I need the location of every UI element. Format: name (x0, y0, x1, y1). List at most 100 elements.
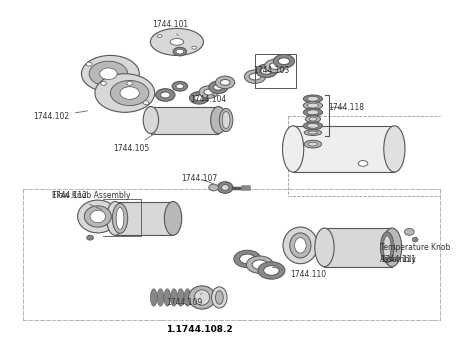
Ellipse shape (164, 202, 182, 235)
Ellipse shape (209, 81, 228, 93)
Ellipse shape (249, 73, 261, 80)
Ellipse shape (261, 68, 272, 74)
Ellipse shape (307, 110, 319, 115)
Ellipse shape (222, 111, 230, 129)
Ellipse shape (184, 289, 191, 306)
Ellipse shape (199, 86, 219, 98)
Ellipse shape (384, 126, 405, 172)
Ellipse shape (245, 70, 266, 83)
Ellipse shape (212, 287, 227, 308)
Ellipse shape (307, 96, 319, 101)
Ellipse shape (156, 89, 175, 101)
Ellipse shape (87, 235, 93, 240)
Ellipse shape (382, 228, 402, 267)
Text: 1.1744.108.2: 1.1744.108.2 (166, 325, 232, 334)
Ellipse shape (160, 92, 170, 98)
Ellipse shape (95, 74, 155, 112)
Ellipse shape (211, 106, 226, 134)
Ellipse shape (173, 47, 186, 56)
Ellipse shape (412, 237, 418, 242)
Ellipse shape (303, 122, 323, 130)
Text: Flow Knob Assembly: Flow Knob Assembly (52, 191, 130, 200)
Ellipse shape (170, 38, 184, 45)
Ellipse shape (86, 62, 92, 66)
Ellipse shape (213, 84, 223, 90)
Ellipse shape (303, 95, 323, 103)
Text: 1744.104: 1744.104 (191, 95, 227, 104)
Ellipse shape (308, 142, 318, 146)
Ellipse shape (189, 92, 209, 104)
Ellipse shape (120, 87, 140, 99)
Ellipse shape (110, 80, 149, 106)
Ellipse shape (218, 182, 233, 193)
Ellipse shape (177, 289, 184, 306)
Ellipse shape (209, 184, 219, 191)
Ellipse shape (258, 262, 285, 279)
Text: 1744.107: 1744.107 (181, 174, 217, 185)
Ellipse shape (234, 250, 261, 268)
Bar (115, 202, 173, 235)
Ellipse shape (283, 126, 304, 172)
Ellipse shape (252, 260, 267, 270)
Ellipse shape (303, 108, 323, 116)
Ellipse shape (89, 61, 128, 86)
Ellipse shape (304, 130, 322, 135)
Ellipse shape (106, 202, 124, 235)
Ellipse shape (116, 207, 124, 230)
Text: 1744.101: 1744.101 (152, 20, 188, 36)
Text: 1744.110: 1744.110 (272, 267, 326, 279)
Ellipse shape (192, 46, 197, 49)
Text: 1744.118: 1744.118 (329, 103, 365, 112)
Ellipse shape (307, 124, 319, 128)
Ellipse shape (305, 116, 320, 122)
Ellipse shape (315, 228, 334, 267)
Ellipse shape (143, 106, 159, 134)
Ellipse shape (157, 289, 164, 306)
Ellipse shape (84, 206, 111, 227)
Ellipse shape (172, 82, 187, 91)
Text: 1744.109: 1744.109 (166, 294, 203, 307)
Bar (151, 106, 219, 134)
Ellipse shape (380, 232, 394, 263)
Ellipse shape (78, 200, 118, 233)
Ellipse shape (143, 101, 149, 105)
Ellipse shape (239, 254, 255, 264)
Ellipse shape (221, 185, 229, 190)
Ellipse shape (112, 203, 128, 233)
Ellipse shape (294, 238, 306, 253)
Ellipse shape (215, 291, 223, 304)
Bar (325, 228, 392, 267)
Text: 1744.111: 1744.111 (380, 240, 416, 264)
Ellipse shape (290, 233, 311, 258)
Ellipse shape (308, 131, 318, 134)
Ellipse shape (304, 140, 322, 148)
Text: 1744.103: 1744.103 (253, 66, 290, 75)
Ellipse shape (157, 35, 162, 37)
Ellipse shape (194, 290, 210, 305)
Ellipse shape (383, 236, 391, 259)
Ellipse shape (265, 59, 286, 73)
Ellipse shape (283, 227, 318, 264)
Ellipse shape (405, 229, 414, 235)
Text: 1744.112: 1744.112 (52, 191, 102, 210)
Ellipse shape (307, 103, 319, 108)
Ellipse shape (220, 79, 230, 85)
Ellipse shape (309, 117, 317, 121)
Ellipse shape (100, 68, 117, 79)
Ellipse shape (191, 289, 198, 306)
Ellipse shape (264, 266, 279, 275)
Ellipse shape (127, 82, 133, 85)
Ellipse shape (194, 95, 204, 101)
Ellipse shape (278, 58, 290, 65)
Ellipse shape (176, 84, 184, 89)
Ellipse shape (270, 63, 281, 69)
Text: 1744.105: 1744.105 (113, 133, 155, 153)
Ellipse shape (188, 286, 215, 309)
Bar (293, 126, 394, 172)
Ellipse shape (90, 210, 106, 223)
Ellipse shape (150, 28, 203, 55)
Ellipse shape (164, 289, 171, 306)
Ellipse shape (101, 82, 106, 85)
Ellipse shape (246, 256, 273, 273)
Ellipse shape (215, 76, 235, 89)
